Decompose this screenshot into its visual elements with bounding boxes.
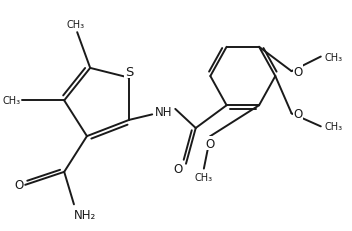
Text: S: S (125, 65, 133, 78)
Text: NH₂: NH₂ (74, 208, 96, 221)
Text: O: O (293, 107, 302, 120)
Text: O: O (14, 179, 24, 191)
Text: O: O (206, 137, 215, 150)
Text: CH₃: CH₃ (324, 122, 342, 132)
Text: CH₃: CH₃ (195, 172, 213, 182)
Text: CH₃: CH₃ (2, 96, 20, 106)
Text: CH₃: CH₃ (324, 52, 342, 62)
Text: CH₃: CH₃ (67, 20, 84, 30)
Text: O: O (293, 65, 302, 78)
Text: NH: NH (155, 106, 172, 119)
Text: O: O (174, 162, 183, 175)
